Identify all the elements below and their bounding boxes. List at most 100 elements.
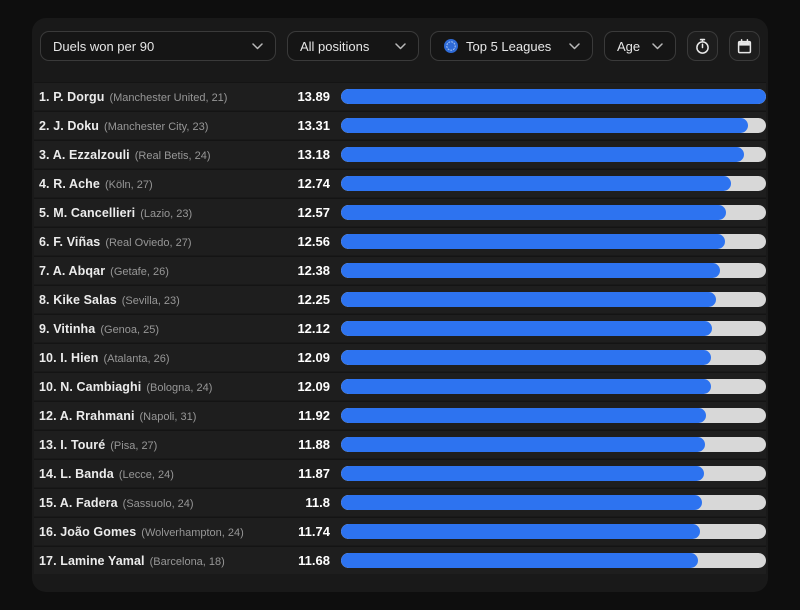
bar-fill	[341, 118, 749, 133]
player-rank-name: 4. R. Ache	[39, 176, 100, 191]
player-label: 13. I. Touré (Pisa, 27)	[39, 436, 267, 454]
leaderboard-row[interactable]: 13. I. Touré (Pisa, 27) 11.88	[34, 430, 766, 458]
bar-track	[341, 524, 766, 539]
leaderboard-row[interactable]: 4. R. Ache (Köln, 27) 12.74	[34, 169, 766, 197]
bar-track	[341, 379, 766, 394]
bar-fill	[341, 495, 703, 510]
stats-panel: Duels won per 90 All positions Top 5 Lea…	[32, 18, 768, 592]
chevron-down-icon	[652, 42, 663, 50]
stat-value: 12.25	[297, 292, 330, 307]
bar-track	[341, 205, 766, 220]
age-dropdown[interactable]: Age	[604, 31, 676, 61]
bar-track	[341, 118, 766, 133]
player-label: 10. N. Cambiaghi (Bologna, 24)	[39, 378, 267, 396]
player-label: 9. Vitinha (Genoa, 25)	[39, 320, 267, 338]
player-rank-name: 13. I. Touré	[39, 437, 106, 452]
bar-fill	[341, 408, 706, 423]
bar-fill	[341, 263, 720, 278]
bar-track	[341, 466, 766, 481]
leaderboard-row[interactable]: 17. Lamine Yamal (Barcelona, 18) 11.68	[34, 546, 766, 574]
player-label: 4. R. Ache (Köln, 27)	[39, 175, 267, 193]
player-club-age: (Pisa, 27)	[110, 439, 158, 452]
player-label: 5. M. Cancellieri (Lazio, 23)	[39, 204, 267, 222]
calendar-filter-button[interactable]	[729, 31, 760, 61]
player-club-age: (Bologna, 24)	[146, 381, 213, 394]
leaderboard-row[interactable]: 2. J. Doku (Manchester City, 23) 13.31	[34, 111, 766, 139]
stat-value: 12.56	[297, 234, 330, 249]
player-rank-name: 8. Kike Salas	[39, 292, 117, 307]
bar-track	[341, 553, 766, 568]
age-dropdown-label: Age	[617, 38, 641, 54]
player-rank-name: 15. A. Fadera	[39, 495, 118, 510]
filter-bar: Duels won per 90 All positions Top 5 Lea…	[32, 18, 768, 61]
bar-fill	[341, 437, 705, 452]
bar-track	[341, 292, 766, 307]
leaderboard-row[interactable]: 15. A. Fadera (Sassuolo, 24) 11.8	[34, 488, 766, 516]
player-rank-name: 5. M. Cancellieri	[39, 205, 136, 220]
leaderboard-row[interactable]: 7. A. Abqar (Getafe, 26) 12.38	[34, 256, 766, 284]
stat-value: 11.74	[298, 524, 330, 539]
stat-value: 11.87	[298, 466, 330, 481]
player-club-age: (Manchester City, 23)	[104, 120, 209, 133]
leaderboard-row[interactable]: 16. João Gomes (Wolverhampton, 24) 11.74	[34, 517, 766, 545]
bar-fill	[341, 234, 726, 249]
bar-track	[341, 350, 766, 365]
player-club-age: (Wolverhampton, 24)	[141, 526, 244, 539]
leaderboard-row[interactable]: 8. Kike Salas (Sevilla, 23) 12.25	[34, 285, 766, 313]
player-rank-name: 16. João Gomes	[39, 524, 137, 539]
leaderboard-row[interactable]: 12. A. Rrahmani (Napoli, 31) 11.92	[34, 401, 766, 429]
bar-fill	[341, 176, 731, 191]
bar-fill	[341, 147, 745, 162]
stat-value: 13.89	[297, 89, 330, 104]
leaderboard-row[interactable]: 10. N. Cambiaghi (Bologna, 24) 12.09	[34, 372, 766, 400]
stat-value: 12.12	[297, 321, 330, 336]
bar-fill	[341, 205, 726, 220]
player-club-age: (Sevilla, 23)	[121, 294, 180, 307]
player-club-age: (Real Oviedo, 27)	[105, 236, 192, 249]
stat-value: 12.57	[297, 205, 330, 220]
bar-fill	[341, 553, 699, 568]
stat-value: 13.18	[297, 147, 330, 162]
metric-dropdown[interactable]: Duels won per 90	[40, 31, 276, 61]
player-club-age: (Lazio, 23)	[140, 207, 193, 220]
bar-fill	[341, 292, 716, 307]
stat-value: 12.09	[297, 350, 330, 365]
player-label: 12. A. Rrahmani (Napoli, 31)	[39, 407, 267, 425]
stat-value: 12.38	[297, 263, 330, 278]
leaderboard-row[interactable]: 1. P. Dorgu (Manchester United, 21) 13.89	[34, 82, 766, 110]
timer-filter-button[interactable]	[687, 31, 718, 61]
player-rank-name: 7. A. Abqar	[39, 263, 106, 278]
chevron-down-icon	[395, 42, 406, 50]
stat-value: 11.68	[298, 553, 330, 568]
bar-track	[341, 176, 766, 191]
metric-dropdown-label: Duels won per 90	[53, 38, 155, 54]
player-club-age: (Genoa, 25)	[100, 323, 160, 336]
leaderboard-row[interactable]: 6. F. Viñas (Real Oviedo, 27) 12.56	[34, 227, 766, 255]
player-rank-name: 12. A. Rrahmani	[39, 408, 135, 423]
chevron-down-icon	[569, 42, 580, 50]
leaderboard-row[interactable]: 10. I. Hien (Atalanta, 26) 12.09	[34, 343, 766, 371]
bar-track	[341, 263, 766, 278]
bar-fill	[341, 321, 712, 336]
stat-value: 12.09	[297, 379, 330, 394]
player-club-age: (Köln, 27)	[104, 178, 153, 191]
player-label: 14. L. Banda (Lecce, 24)	[39, 465, 267, 483]
position-dropdown[interactable]: All positions	[287, 31, 419, 61]
bar-track	[341, 495, 766, 510]
player-rank-name: 14. L. Banda	[39, 466, 114, 481]
bar-fill	[341, 379, 711, 394]
league-dropdown-label: Top 5 Leagues	[466, 38, 552, 54]
leaderboard-row[interactable]: 9. Vitinha (Genoa, 25) 12.12	[34, 314, 766, 342]
leaderboard-row[interactable]: 5. M. Cancellieri (Lazio, 23) 12.57	[34, 198, 766, 226]
stopwatch-icon	[694, 38, 711, 55]
bar-track	[341, 234, 766, 249]
leaderboard-row[interactable]: 3. A. Ezzalzouli (Real Betis, 24) 13.18	[34, 140, 766, 168]
leaderboard-row[interactable]: 14. L. Banda (Lecce, 24) 11.87	[34, 459, 766, 487]
stat-value: 12.74	[297, 176, 330, 191]
player-rank-name: 1. P. Dorgu	[39, 89, 105, 104]
player-rank-name: 10. I. Hien	[39, 350, 99, 365]
player-rank-name: 17. Lamine Yamal	[39, 553, 145, 568]
player-club-age: (Manchester United, 21)	[109, 91, 228, 104]
league-dropdown[interactable]: Top 5 Leagues	[430, 31, 593, 61]
stat-value: 13.31	[297, 118, 330, 133]
